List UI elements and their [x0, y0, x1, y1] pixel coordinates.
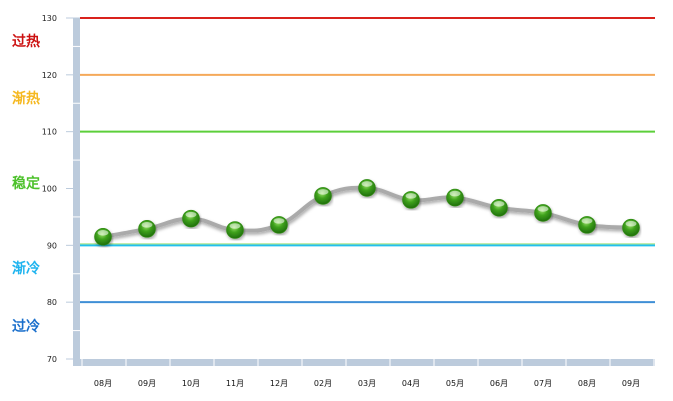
x-axis-bar [80, 359, 655, 366]
x-tick-label: 08月 [578, 379, 596, 388]
y-axis-bar [73, 18, 80, 366]
zone-label-stable: 稳定 [12, 176, 40, 192]
data-point-highlight [625, 220, 637, 227]
y-tick-label: 110 [42, 128, 57, 137]
zone-label-cooling: 渐冷 [12, 261, 40, 277]
data-point-highlight [141, 222, 153, 228]
zone-label-overheat: 过热 [12, 34, 40, 50]
x-tick-label: 06月 [490, 379, 508, 388]
y-tick-label: 90 [47, 241, 57, 250]
y-tick-label: 70 [47, 355, 57, 364]
data-point-highlight [229, 223, 241, 229]
zone-label-overcool: 过冷 [12, 319, 40, 335]
x-tick-label: 12月 [270, 379, 288, 388]
data-point-highlight [581, 218, 593, 224]
x-tick-label: 03月 [358, 379, 376, 388]
data-point-highlight [185, 211, 197, 218]
data-point-highlight [493, 201, 505, 207]
x-tick-label: 07月 [534, 379, 552, 388]
data-point-highlight [273, 218, 285, 224]
y-tick-label: 100 [42, 185, 57, 194]
data-point-highlight [317, 189, 329, 195]
data-point-highlight [405, 193, 417, 199]
y-tick-label: 130 [42, 14, 57, 23]
zone-label-warming: 渐热 [12, 91, 40, 107]
x-tick-label: 09月 [138, 379, 156, 388]
x-tick-label: 09月 [622, 379, 640, 388]
x-tick-label: 11月 [226, 379, 244, 388]
x-tick-label: 02月 [314, 379, 332, 388]
x-tick-label: 05月 [446, 379, 464, 388]
x-tick-label: 04月 [402, 379, 420, 388]
y-tick-label: 80 [47, 298, 57, 307]
data-point-highlight [361, 181, 373, 187]
x-tick-label: 08月 [94, 379, 112, 388]
data-point-highlight [449, 190, 461, 197]
x-tick-label: 10月 [182, 379, 200, 388]
data-point-highlight [97, 230, 109, 236]
y-tick-label: 120 [42, 71, 57, 80]
data-point-highlight [537, 206, 549, 212]
